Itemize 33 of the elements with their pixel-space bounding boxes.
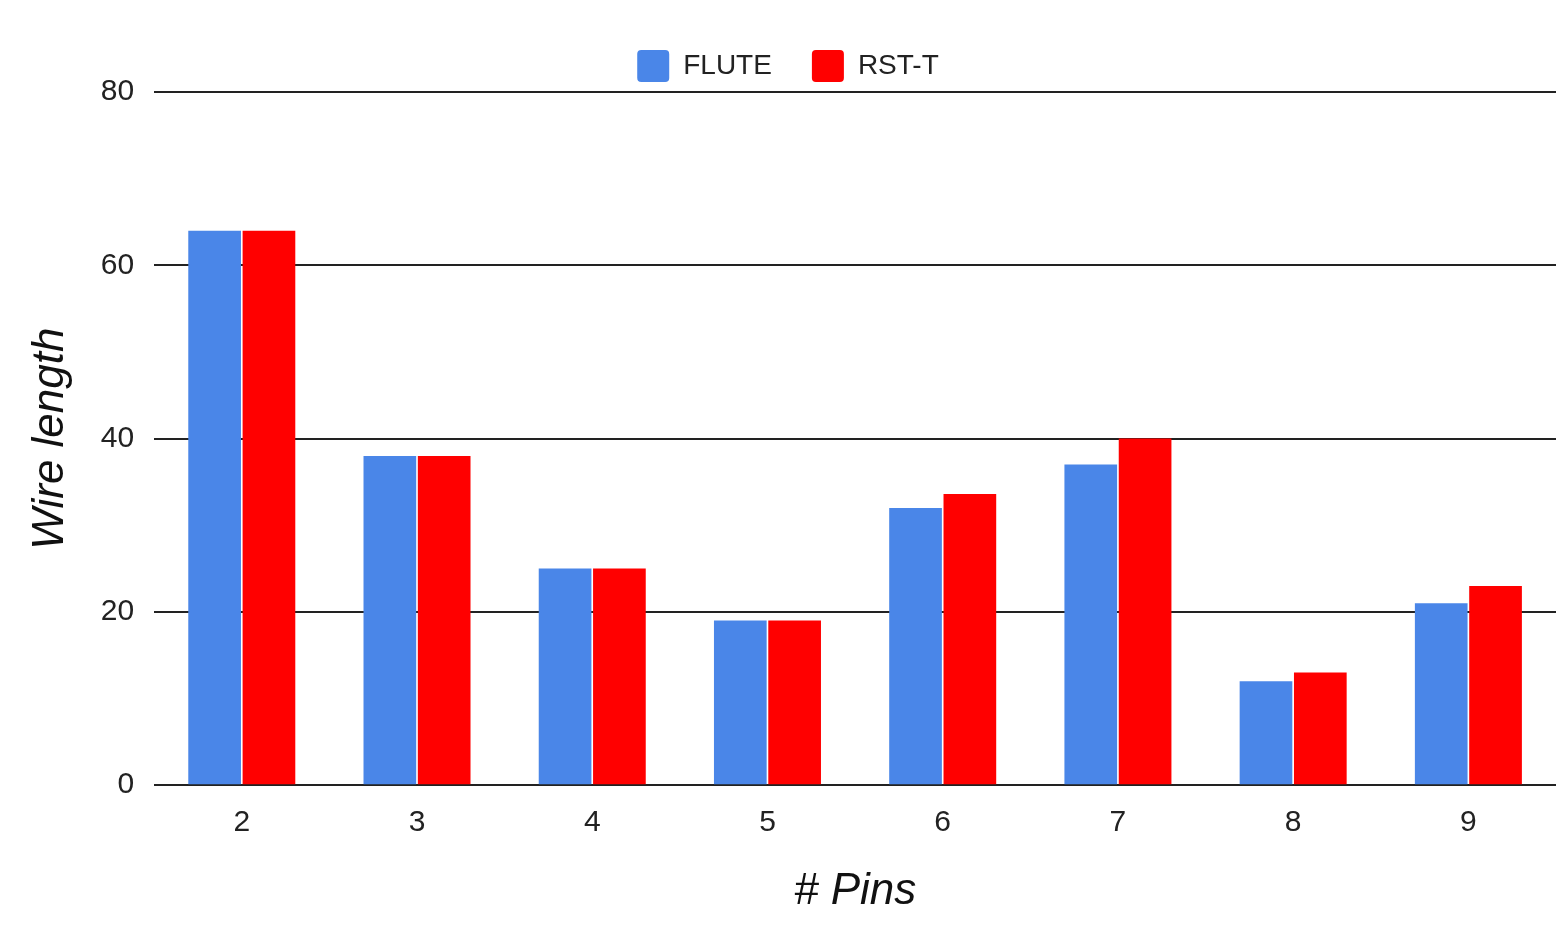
bar xyxy=(889,507,942,785)
x-axis-title: # Pins xyxy=(793,863,917,913)
y-tick-label: 80 xyxy=(100,73,135,107)
bar xyxy=(1239,681,1293,785)
bar xyxy=(1414,603,1468,785)
y-tick-label: 0 xyxy=(117,766,135,800)
x-tick-label: 4 xyxy=(583,804,601,838)
bar xyxy=(1118,438,1172,785)
legend-label: RST-T xyxy=(857,48,939,80)
bar xyxy=(242,230,296,785)
x-tick-label: 8 xyxy=(1284,804,1302,838)
bar xyxy=(1293,672,1347,785)
x-tick-label: 6 xyxy=(934,804,952,838)
bar xyxy=(713,620,767,785)
bar xyxy=(1469,585,1522,785)
bar xyxy=(1064,464,1118,785)
x-tick-label: 7 xyxy=(1109,804,1127,838)
y-axis-title: Wire length xyxy=(22,327,72,550)
y-tick-label: 20 xyxy=(100,593,135,627)
y-tick-label: 60 xyxy=(100,246,135,280)
x-tick-label: 3 xyxy=(408,804,426,838)
bar xyxy=(768,620,821,785)
bar xyxy=(593,568,646,785)
x-tick-label: 9 xyxy=(1460,804,1477,838)
bar xyxy=(538,568,592,785)
bar xyxy=(417,455,471,785)
legend-label: FLUTE xyxy=(683,48,772,80)
bar xyxy=(943,494,997,785)
x-tick-label: 2 xyxy=(233,804,251,838)
bar xyxy=(363,455,417,785)
x-tick-label: 5 xyxy=(759,804,776,838)
bar xyxy=(188,230,241,785)
y-tick-label: 40 xyxy=(100,419,135,453)
